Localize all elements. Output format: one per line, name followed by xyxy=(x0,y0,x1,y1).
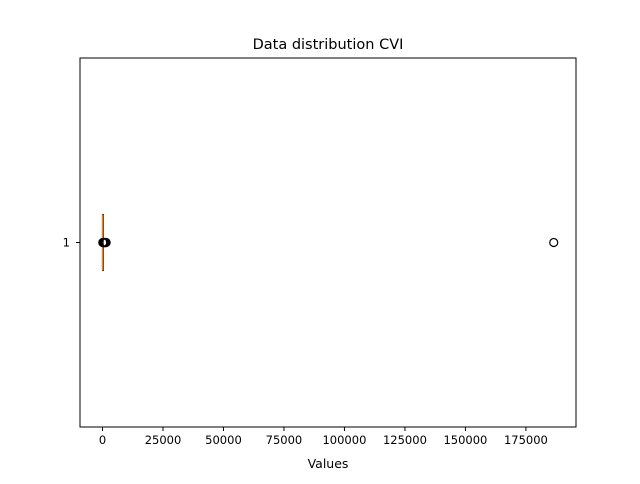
x-tick-label: 75000 xyxy=(266,433,303,447)
x-tick-label: 100000 xyxy=(322,433,366,447)
x-tick-label: 25000 xyxy=(145,433,182,447)
x-axis-label: Values xyxy=(308,456,349,471)
x-tick-label: 50000 xyxy=(205,433,242,447)
boxplot-marks xyxy=(98,214,559,271)
y-tick-label: 1 xyxy=(63,236,70,250)
x-axis: 0 25000 50000 75000 100000 125000 150000 175000 xyxy=(99,427,548,447)
x-tick-label: 175000 xyxy=(504,433,548,447)
outlier-point xyxy=(101,237,111,248)
chart-title: Data distribution CVI xyxy=(253,37,404,53)
y-axis: 1 xyxy=(63,236,80,250)
outlier-point xyxy=(549,237,559,248)
x-tick-label: 125000 xyxy=(383,433,427,447)
x-tick-label: 150000 xyxy=(443,433,487,447)
plot-area-frame xyxy=(79,57,577,428)
x-tick-label: 0 xyxy=(99,433,106,447)
